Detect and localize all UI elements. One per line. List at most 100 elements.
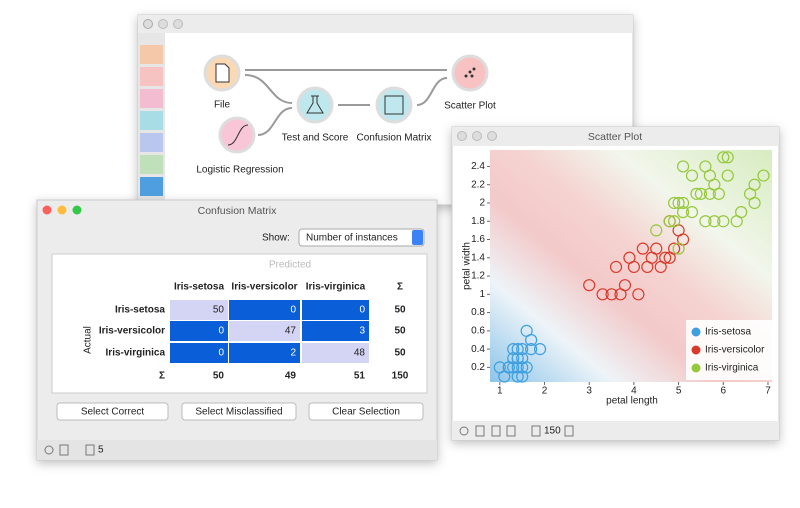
status-count: 150 <box>544 426 561 437</box>
status-bar <box>452 421 779 440</box>
y-tick-label: 2.4 <box>471 161 485 172</box>
point <box>708 215 721 228</box>
legend-swatch <box>691 327 701 337</box>
button[interactable] <box>308 402 424 421</box>
legend-swatch <box>691 363 701 373</box>
y-axis-label: petal width <box>462 242 473 290</box>
point <box>493 361 506 374</box>
point <box>694 187 708 200</box>
row-header: Iris-virginica <box>106 348 166 359</box>
point <box>636 242 649 255</box>
cell[interactable] <box>170 300 228 320</box>
row-total: 50 <box>394 305 406 316</box>
point <box>583 279 596 292</box>
cell[interactable] <box>229 321 300 341</box>
nodes[interactable]: File Logistic Regression Test and Score … <box>196 54 496 176</box>
node-label: Scatter Plot <box>444 101 496 112</box>
widget-toolbar[interactable] <box>138 33 165 205</box>
cell[interactable] <box>302 300 369 320</box>
show-select[interactable]: Number of instances <box>298 228 425 247</box>
point <box>699 160 712 173</box>
button-label: Clear Selection <box>332 407 400 418</box>
links <box>244 69 448 136</box>
point <box>525 343 538 356</box>
window-controls[interactable] <box>143 19 183 29</box>
point <box>676 196 690 210</box>
cell-value: 0 <box>218 348 224 359</box>
x-tick-label: 2 <box>542 386 548 397</box>
y-tick-label: 1 <box>479 289 485 300</box>
matrix-table: Iris-setosa Iris-versicolor Iris-virginica… <box>99 282 409 382</box>
point <box>533 343 547 356</box>
point <box>721 169 734 182</box>
total-label: Σ <box>159 371 165 382</box>
point <box>748 196 761 210</box>
point <box>605 288 618 301</box>
column-total: 49 <box>285 371 297 382</box>
column-header: Σ <box>397 282 403 293</box>
y-tick-label: 2 <box>479 198 485 209</box>
point <box>676 160 690 173</box>
x-tick-label: 5 <box>676 386 682 397</box>
status-icons[interactable] <box>44 444 95 456</box>
point <box>596 288 609 301</box>
cell-value: 2 <box>290 348 296 359</box>
button-label: Select Misclassified <box>195 407 282 418</box>
column-header: Iris-versicolor <box>231 282 297 293</box>
point <box>632 288 645 301</box>
row-total: 50 <box>394 348 406 359</box>
point <box>699 215 712 228</box>
grand-total: 150 <box>392 371 409 382</box>
y-tick-label: 0.4 <box>471 344 485 355</box>
button[interactable] <box>181 402 297 421</box>
button-label: Select Correct <box>81 407 145 418</box>
window-controls[interactable] <box>42 205 82 215</box>
y-tick-label: 2.2 <box>471 179 485 190</box>
cell[interactable] <box>229 343 300 363</box>
cell[interactable] <box>302 321 369 341</box>
point <box>672 242 685 255</box>
button[interactable] <box>56 402 169 421</box>
cell[interactable] <box>302 343 369 363</box>
cell-value: 0 <box>218 326 224 337</box>
status-icons[interactable] <box>459 425 574 437</box>
y-tick-label: 0.2 <box>471 362 485 373</box>
window-controls[interactable] <box>457 131 497 141</box>
point <box>668 215 681 228</box>
point <box>609 260 623 274</box>
cell-value: 0 <box>359 305 365 316</box>
point <box>703 187 716 200</box>
point <box>525 333 538 347</box>
x-tick-label: 7 <box>765 386 771 397</box>
point <box>672 196 685 210</box>
cell[interactable] <box>229 300 300 320</box>
y-tick-label: 1.4 <box>471 252 485 263</box>
point <box>511 370 524 383</box>
x-axis-label: petal length <box>606 396 658 407</box>
predicted-label: Predicted <box>269 260 311 271</box>
row-total: 50 <box>394 326 406 337</box>
point <box>663 251 676 264</box>
column-total: 51 <box>354 371 366 382</box>
node-label: Confusion Matrix <box>356 133 431 144</box>
legend-label: Iris-setosa <box>705 327 752 338</box>
point <box>668 196 681 210</box>
buttons: Select Correct Select Misclassified Clear … <box>56 402 424 421</box>
window-title: Confusion Matrix <box>198 205 278 217</box>
cell-value: 47 <box>285 326 297 337</box>
row-header: Iris-setosa <box>115 305 165 316</box>
show-value: Number of instances <box>306 233 398 244</box>
node-label: File <box>214 100 231 111</box>
point <box>685 206 699 219</box>
cell-value: 48 <box>354 348 366 359</box>
cell[interactable] <box>170 321 228 341</box>
node-label: Logistic Regression <box>196 165 283 176</box>
column-header: Iris-virginica <box>306 282 366 293</box>
node-label: Test and Score <box>282 133 349 144</box>
cell-value: 3 <box>359 326 365 337</box>
show-label: Show: <box>262 233 290 244</box>
cell[interactable] <box>170 343 228 363</box>
status-count: 5 <box>98 445 104 456</box>
point <box>654 260 667 274</box>
